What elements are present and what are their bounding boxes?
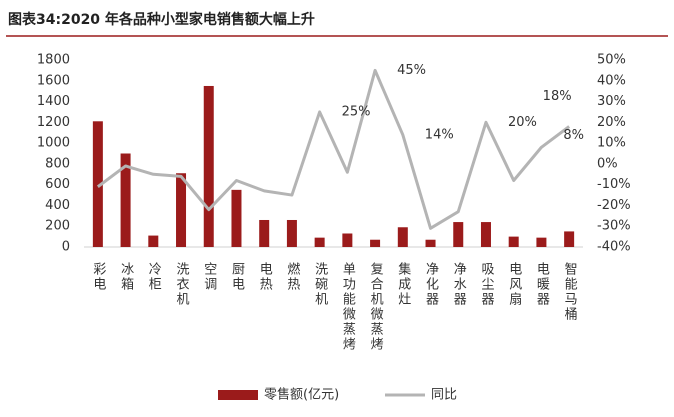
y2-tick-label: -40% (597, 240, 631, 255)
x-tick-label: 洗衣机 (174, 262, 190, 307)
x-tick-label: 复合机微蒸烤 (368, 262, 384, 352)
y-tick-label: 0 (62, 240, 70, 255)
data-label: 18% (543, 89, 572, 104)
y2-tick-label: 30% (597, 94, 626, 109)
legend-label: 同比 (431, 388, 457, 403)
y-tick-label: 800 (45, 156, 70, 171)
y-tick-label: 1800 (37, 53, 70, 68)
y2-tick-label: -20% (597, 198, 631, 213)
x-tick-label: 冰箱 (118, 262, 134, 292)
bar (92, 121, 103, 247)
y-tick-label: 400 (45, 198, 70, 213)
bar (148, 235, 159, 247)
x-tick-label: 空调 (201, 262, 217, 292)
line (96, 68, 571, 230)
x-tick-label: 冷柜 (146, 262, 162, 292)
bar (453, 222, 464, 247)
x-tick-label: 电暖器 (534, 262, 550, 307)
y-tick-label: 1600 (37, 73, 70, 88)
y-tick-label: 200 (45, 219, 70, 234)
x-tick-label: 燃热 (284, 261, 300, 292)
bar (203, 85, 214, 247)
y2-tick-label: 20% (597, 115, 626, 130)
bar (286, 219, 297, 247)
data-label: 14% (425, 127, 454, 142)
data-label: 45% (397, 63, 426, 78)
data-label: 25% (342, 104, 371, 119)
y2-tick-label: 50% (597, 53, 626, 68)
x-tick-label: 厨电 (229, 262, 245, 292)
bar (176, 173, 187, 247)
x-tick-label: 电热 (257, 262, 273, 292)
bar (370, 239, 381, 247)
bar (314, 237, 325, 247)
bar (536, 237, 547, 247)
x-tick-label: 单功能微蒸烤 (340, 262, 356, 352)
x-tick-label: 净水器 (451, 262, 467, 307)
legend-swatch (218, 390, 258, 400)
data-label: 8% (563, 128, 584, 143)
y-tick-label: 1200 (37, 115, 70, 130)
y-tick-label: 1400 (37, 94, 70, 109)
data-label: 20% (508, 115, 537, 130)
y-tick-label: 600 (45, 177, 70, 192)
y2-tick-label: -10% (597, 177, 631, 192)
bar (231, 189, 242, 247)
y2-tick-label: 10% (597, 136, 626, 151)
bar (564, 231, 575, 247)
bar (425, 239, 436, 247)
bar (397, 227, 408, 247)
x-tick-label: 电风扇 (506, 262, 522, 307)
bar (480, 222, 491, 247)
bar (342, 233, 353, 247)
y2-tick-label: -30% (597, 219, 631, 234)
y2-tick-label: 40% (597, 73, 626, 88)
x-tick-label: 彩电 (90, 262, 106, 292)
bar (259, 219, 270, 247)
chart-title: 图表34:2020 年各品种小型家电销售额大幅上升 (8, 11, 315, 28)
y-tick-label: 1000 (37, 136, 70, 151)
bar (120, 153, 131, 247)
y2-tick-label: 0% (597, 156, 618, 171)
legend-label: 零售额(亿元) (264, 387, 339, 403)
x-tick-label: 智能马桶 (562, 262, 578, 322)
x-tick-label: 洗碗机 (312, 262, 328, 307)
bar (508, 236, 519, 247)
x-tick-label: 集成灶 (395, 261, 411, 307)
x-tick-label: 净化器 (423, 262, 439, 307)
x-tick-label: 吸尘器 (478, 262, 494, 307)
